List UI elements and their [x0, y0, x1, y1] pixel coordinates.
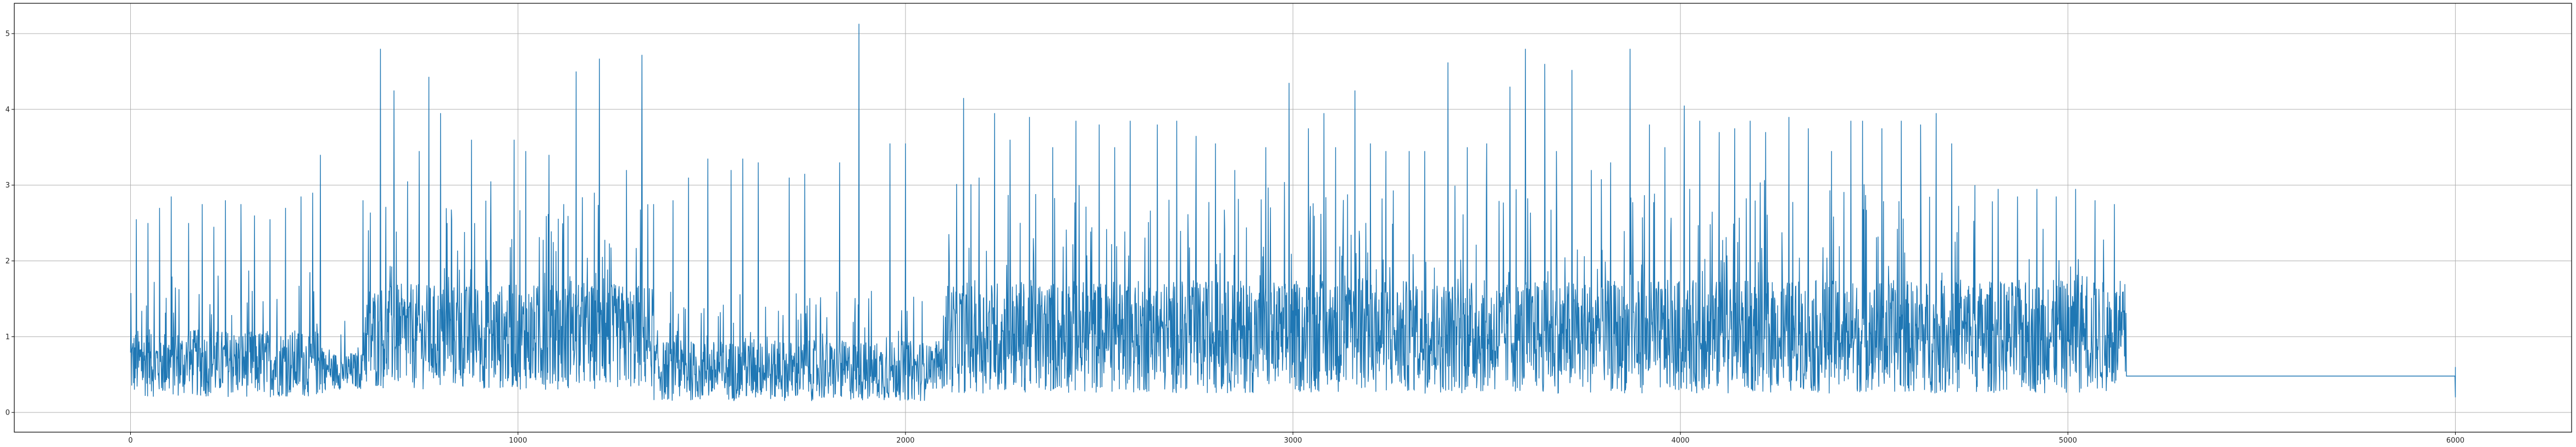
y-tick-label: 2: [5, 257, 10, 266]
x-tick-label: 3000: [1284, 437, 1302, 445]
y-tick-label: 5: [5, 30, 10, 38]
x-tick-label: 1000: [509, 437, 527, 445]
y-tick-label: 0: [5, 409, 10, 417]
y-axis-ticks: 0 1 2 3 4 5: [5, 30, 14, 417]
x-tick-label: 2000: [896, 437, 914, 445]
x-tick-label: 6000: [2446, 437, 2464, 445]
x-axis-ticks: 0 1000 2000 3000 4000 5000 6000: [128, 432, 2464, 445]
series-layer: [130, 24, 2456, 401]
x-tick-label: 4000: [1672, 437, 1690, 445]
y-tick-label: 3: [5, 181, 10, 190]
x-tick-label: 5000: [2059, 437, 2077, 445]
y-tick-label: 1: [5, 333, 10, 341]
x-tick-label: 0: [128, 437, 132, 445]
series-line: [130, 24, 2456, 401]
y-tick-label: 4: [5, 106, 10, 114]
